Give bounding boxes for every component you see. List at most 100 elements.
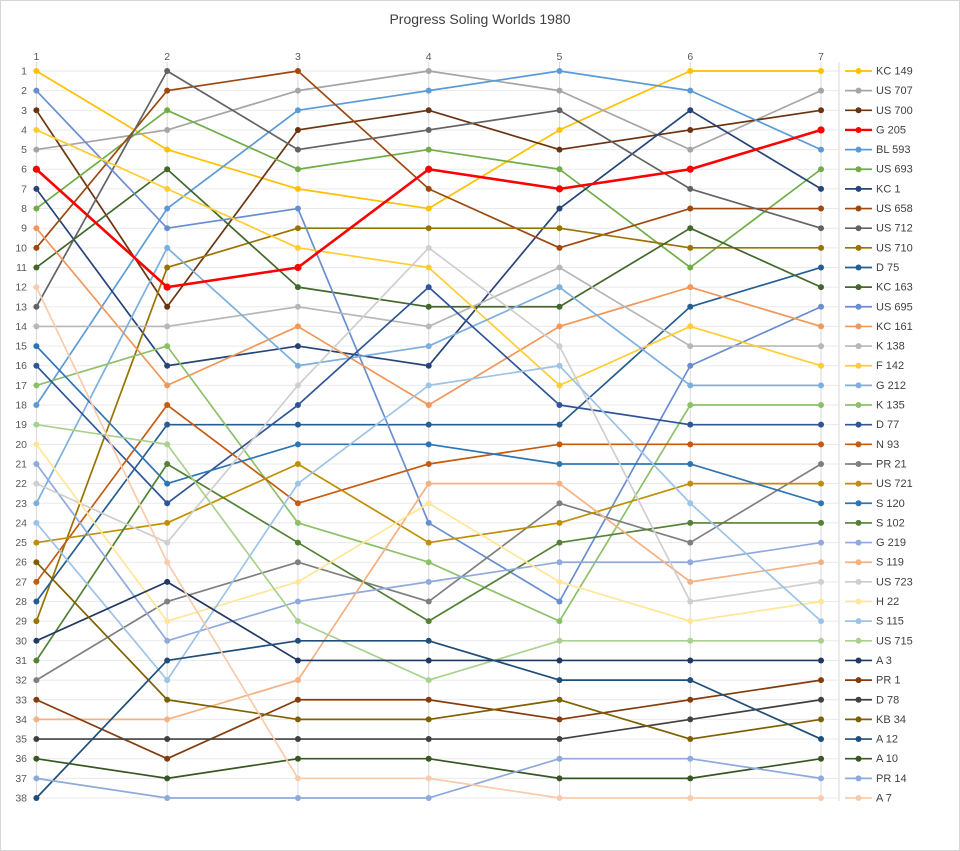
series-pr-21 bbox=[33, 460, 825, 684]
data-point-marker bbox=[818, 618, 825, 625]
data-point-marker bbox=[425, 500, 432, 507]
data-point-marker bbox=[556, 107, 563, 114]
data-point-marker bbox=[818, 362, 825, 369]
legend-marker bbox=[855, 303, 862, 310]
data-point-marker bbox=[687, 677, 694, 684]
series-us-721 bbox=[33, 460, 825, 546]
data-point-marker bbox=[425, 618, 432, 625]
data-point-marker bbox=[33, 382, 40, 389]
data-point-marker bbox=[556, 657, 563, 664]
data-point-marker bbox=[556, 244, 563, 251]
legend-label: S 120 bbox=[876, 498, 905, 510]
data-point-marker bbox=[33, 205, 40, 212]
data-point-marker bbox=[687, 794, 694, 801]
data-point-marker bbox=[294, 284, 301, 291]
data-point-marker bbox=[33, 402, 40, 409]
legend-label: KC 1 bbox=[876, 183, 900, 195]
data-point-marker bbox=[425, 637, 432, 644]
data-point-marker bbox=[294, 460, 301, 467]
data-point-marker bbox=[818, 460, 825, 467]
legend-marker bbox=[855, 618, 862, 625]
data-point-marker bbox=[818, 343, 825, 350]
legend-item-a-12: A 12 bbox=[845, 734, 898, 746]
legend-label: KB 34 bbox=[876, 714, 906, 726]
series-s-102 bbox=[33, 460, 825, 664]
data-point-marker bbox=[425, 421, 432, 428]
legend-item-n-93: N 93 bbox=[845, 439, 899, 451]
data-point-marker bbox=[556, 500, 563, 507]
data-point-marker bbox=[687, 68, 694, 74]
legend-label: PR 21 bbox=[876, 458, 907, 470]
x-axis-tick-label: 2 bbox=[164, 51, 170, 63]
data-point-marker bbox=[818, 303, 825, 310]
data-point-marker bbox=[164, 696, 171, 703]
data-point-marker bbox=[687, 284, 694, 291]
data-point-marker bbox=[425, 539, 432, 546]
y-axis-tick-label: 7 bbox=[21, 183, 27, 195]
legend-label: S 119 bbox=[876, 557, 904, 569]
data-point-marker bbox=[294, 480, 301, 487]
series-g-205 bbox=[32, 126, 825, 291]
data-point-marker bbox=[163, 283, 171, 291]
series-us-658 bbox=[33, 68, 825, 251]
data-point-marker bbox=[556, 441, 563, 448]
data-point-marker bbox=[164, 362, 171, 369]
series-d-78 bbox=[33, 696, 825, 743]
data-point-marker bbox=[425, 244, 432, 251]
legend-marker bbox=[855, 441, 862, 448]
data-point-marker bbox=[164, 441, 171, 448]
data-point-marker bbox=[687, 716, 694, 723]
data-point-marker bbox=[425, 696, 432, 703]
data-point-marker bbox=[425, 460, 432, 467]
data-point-marker bbox=[818, 500, 825, 507]
series-k-138 bbox=[33, 264, 825, 350]
data-point-marker bbox=[818, 657, 825, 664]
data-point-marker bbox=[294, 107, 301, 114]
legend-label: KC 161 bbox=[876, 321, 913, 333]
legend-marker bbox=[855, 126, 862, 133]
series-us-715 bbox=[33, 421, 825, 684]
data-point-marker bbox=[818, 559, 825, 566]
data-point-marker bbox=[33, 68, 40, 74]
data-point-marker bbox=[33, 441, 40, 448]
legend-marker bbox=[855, 794, 862, 801]
data-point-marker bbox=[425, 598, 432, 605]
y-axis-tick-label: 5 bbox=[21, 144, 27, 156]
data-point-marker bbox=[294, 539, 301, 546]
legend-item-us-723: US 723 bbox=[845, 576, 913, 588]
legend-marker bbox=[855, 559, 862, 566]
data-point-marker bbox=[818, 87, 825, 94]
data-point-marker bbox=[164, 244, 171, 251]
data-point-marker bbox=[33, 87, 40, 94]
data-point-marker bbox=[818, 519, 825, 526]
data-point-marker bbox=[425, 205, 432, 212]
data-point-marker bbox=[294, 618, 301, 625]
legend-label: D 75 bbox=[876, 262, 899, 274]
data-point-marker bbox=[687, 126, 694, 133]
data-point-marker bbox=[818, 578, 825, 585]
gridlines bbox=[31, 62, 840, 801]
series-us-700 bbox=[33, 107, 825, 310]
data-point-marker bbox=[425, 68, 432, 74]
data-point-marker bbox=[556, 755, 563, 762]
data-point-marker bbox=[687, 343, 694, 350]
data-point-marker bbox=[33, 657, 40, 664]
y-axis-tick-label: 31 bbox=[15, 655, 27, 667]
legend-item-pr-1: PR 1 bbox=[845, 675, 900, 687]
legend-item-us-658: US 658 bbox=[845, 203, 913, 215]
data-point-marker bbox=[164, 559, 171, 566]
data-point-marker bbox=[687, 559, 694, 566]
legend-item-kb-34: KB 34 bbox=[845, 714, 906, 726]
data-point-marker bbox=[425, 362, 432, 369]
series-kc-149 bbox=[33, 68, 825, 212]
legend-label: PR 14 bbox=[876, 773, 907, 785]
series-d-77 bbox=[33, 284, 825, 507]
data-point-marker bbox=[294, 225, 301, 232]
legend-item-f-142: F 142 bbox=[845, 360, 904, 372]
y-axis-tick-label: 23 bbox=[15, 498, 27, 510]
data-point-marker bbox=[818, 775, 825, 782]
data-point-marker bbox=[294, 146, 301, 153]
data-point-marker bbox=[33, 323, 40, 330]
data-point-marker bbox=[556, 480, 563, 487]
legend-label: K 135 bbox=[876, 400, 905, 412]
